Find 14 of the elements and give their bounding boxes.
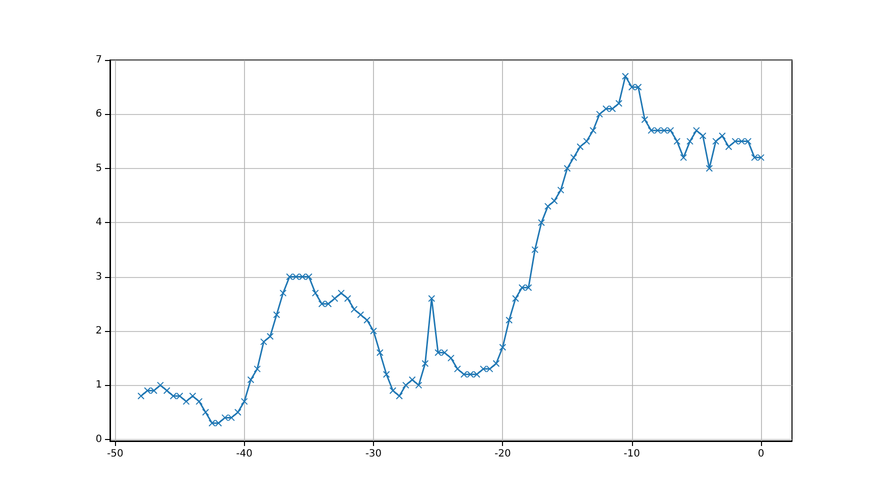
x-tick-label: 0 — [758, 448, 764, 460]
y-tick-label: 5 — [96, 162, 102, 174]
x-tick-label: -50 — [106, 448, 124, 460]
y-tick-label: 6 — [96, 108, 102, 120]
y-tick-label: 1 — [96, 380, 102, 391]
x-tick-label: -40 — [236, 448, 253, 460]
x-tick-label: -30 — [365, 448, 382, 460]
y-tick-label: 4 — [96, 217, 102, 228]
y-tick-label: 0 — [96, 434, 102, 445]
y-tick-label: 3 — [96, 271, 102, 282]
y-tick-label: 2 — [96, 325, 102, 336]
x-tick-label: -10 — [624, 448, 640, 460]
x-tick-label: -20 — [494, 448, 511, 460]
y-tick-label: 7 — [96, 54, 102, 66]
